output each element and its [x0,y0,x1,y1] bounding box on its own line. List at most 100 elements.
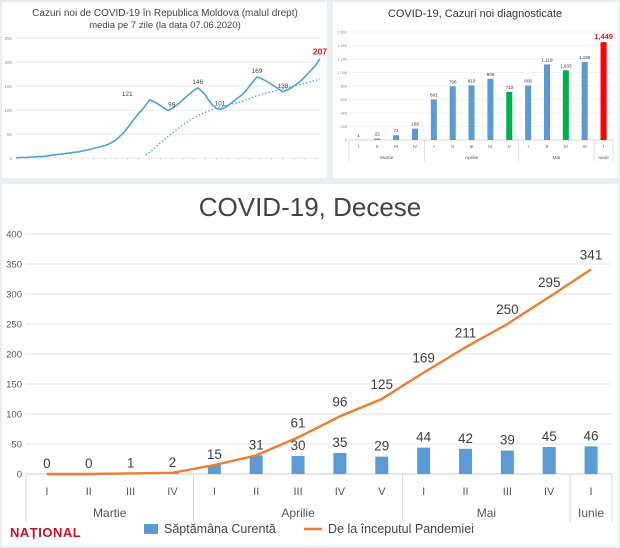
bar-weekly [207,465,221,474]
category-label: II [86,486,92,498]
category-label: IV [544,486,555,498]
bar-value-label: 1,156 [579,55,591,60]
chart-panel-new-cases: COVID-19, Cazuri noi diagnosticate 0 200 4… [333,2,618,178]
chart-subtitle: media pe 7 zile (la data 07.06.2020) [89,20,241,31]
y-tick-label: 200 [6,350,22,361]
category-label: III [126,486,135,498]
bar-value-label: 71 [394,128,400,133]
y-tick-label: 1,400 [337,44,347,48]
chart-panel-cases-average: Cazuri noi de COVID-19 în Republica Mold… [2,2,327,178]
y-tick-label: 400 [6,230,22,241]
data-label: 44 [416,430,432,445]
data-label: 121 [122,91,133,98]
y-tick-label: 50 [7,132,13,137]
y-tick-label: 250 [4,36,12,41]
bar [411,128,419,140]
data-label: 99 [168,101,176,108]
y-tick-label: 800 [341,85,347,89]
y-tick-label: 600 [341,98,347,102]
data-label: 46 [584,428,599,443]
data-label: 31 [249,437,264,452]
data-label: 39 [500,433,515,448]
legend-swatch-weekly [144,524,158,534]
category-label: III [503,486,512,498]
data-label: 42 [458,431,473,446]
data-label: 169 [252,68,263,75]
bar-value-label: 1 [357,133,360,138]
y-tick-label: 1,200 [337,58,347,62]
bar-value-label: 1,449 [594,32,613,41]
data-label: 125 [371,377,394,392]
bar [374,138,381,140]
legend-label-cumulative: De la începutul Pandemiei [328,522,474,536]
category-label: II [376,144,379,149]
data-label: 0 [85,456,93,471]
bar-weekly [291,456,305,474]
y-tick-label: 150 [6,380,22,391]
data-label: 0 [43,456,51,471]
category-label: IV [167,486,178,498]
chart-deaths: COVID-19, Decese 05010015020025030035040… [6,192,613,536]
bar-weekly [417,447,431,474]
logo-text: NAȚIONAL [10,525,82,540]
y-tick-label: 350 [6,260,22,271]
y-tick-label: 0 [345,139,347,143]
bar [525,85,532,140]
category-label: II [462,486,468,498]
data-label: 2 [169,455,177,470]
data-label: 30 [291,438,306,453]
data-label: 45 [542,429,557,444]
y-tick-label: 150 [4,84,12,89]
category-label: I [603,144,604,149]
category-label: I [422,486,425,498]
category-label: I [590,486,593,498]
chart-legend: Săptămâna Curentă De la începutul Pandem… [144,522,474,536]
category-label: V [378,486,386,498]
bar [449,86,456,140]
category-label: IV [413,144,418,149]
chart-cases-average: Cazuri noi de COVID-19 în Republica Mold… [4,8,327,161]
y-tick-label: 200 [341,125,347,129]
category-label: III [394,144,398,149]
y-tick-label: 1,000 [337,71,347,75]
category-label: I [358,144,359,149]
bar [543,64,551,140]
y-tick-label: 0 [17,470,22,481]
bar [600,42,607,140]
chart-title: COVID-19, Cazuri noi diagnosticate [388,8,562,20]
data-label: 61 [291,415,306,430]
y-tick-label: 0 [9,156,12,161]
bar [506,91,513,140]
bar-weekly [333,453,347,474]
data-label: 211 [455,325,477,340]
bar [487,78,494,140]
category-label: IV [488,144,493,149]
data-label: 15 [207,447,222,462]
y-tick-label: 400 [341,112,347,116]
group-label: Martie [380,155,394,161]
category-label: III [293,486,302,498]
category-label: V [508,144,512,149]
category-label: I [213,486,216,498]
chart-title: COVID-19, Decese [199,192,422,222]
y-tick-label: 250 [6,320,22,331]
bar-value-label: 713 [505,85,513,90]
legend-label-weekly: Săptămâna Curentă [164,522,276,536]
data-label: 35 [332,435,347,450]
bar-weekly [375,456,389,474]
data-label: 29 [374,439,389,454]
data-label: 341 [580,247,603,262]
y-tick-label: 50 [11,440,22,451]
y-tick-label: 100 [4,108,12,113]
category-label: III [470,144,474,149]
bar [562,70,569,140]
bar-value-label: 796 [449,79,457,84]
bar-value-label: 906 [487,72,495,77]
data-label: 96 [332,394,347,409]
series-line-cumulative [46,268,592,476]
bar-value-label: 810 [468,78,476,83]
group-label: Martie [93,506,127,520]
category-label: I [433,144,434,149]
bar-weekly [500,450,514,474]
category-label: IV [335,486,346,498]
